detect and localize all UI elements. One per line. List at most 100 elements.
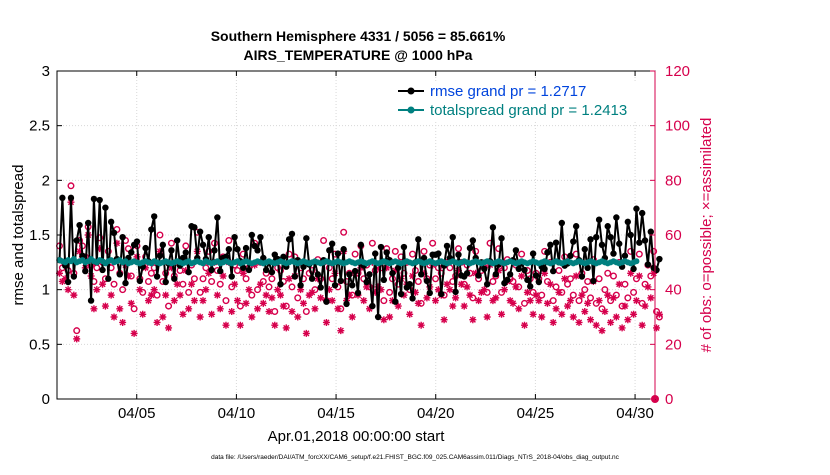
rmse-marker — [481, 265, 488, 273]
obs-possible-marker — [156, 231, 164, 239]
obs-possible-marker — [165, 302, 173, 310]
rmse-marker — [110, 229, 118, 237]
obs-assimilated-marker — [294, 313, 302, 321]
rmse-marker — [156, 252, 164, 259]
obs-assimilated-marker — [434, 286, 442, 294]
obs-possible-marker — [67, 182, 75, 190]
rmse-marker — [76, 221, 83, 229]
rmse-marker — [567, 252, 574, 259]
legend-spread-label: totalspread grand pr = 1.2413 — [430, 102, 627, 119]
obs-assimilated-marker — [365, 305, 373, 313]
obs-assimilated-marker — [167, 264, 175, 272]
obs-possible-marker — [584, 277, 592, 285]
data-layer — [55, 182, 663, 403]
y-right-tick-label: 60 — [665, 227, 682, 244]
data-file-footer: data file: /Users/raeder/DAI/ATM_forcXX/… — [211, 454, 620, 461]
y-left-tick-label: 1.5 — [29, 227, 50, 244]
obs-assimilated-marker — [265, 308, 273, 316]
rmse-marker — [584, 264, 591, 271]
obs-possible-marker — [391, 247, 399, 255]
rmse-marker — [260, 254, 267, 262]
obs-assimilated-marker — [173, 280, 181, 288]
obs-possible-marker — [182, 242, 190, 250]
rmse-marker — [641, 237, 649, 244]
obs-possible-marker — [552, 283, 560, 291]
rmse-marker — [280, 253, 287, 261]
rmse-marker — [400, 243, 408, 251]
obs-possible-marker — [486, 239, 494, 247]
obs-possible-marker — [380, 297, 388, 305]
obs-possible-marker — [130, 305, 138, 313]
obs-assimilated-marker — [76, 247, 84, 255]
obs-assimilated-marker — [185, 305, 193, 313]
obs-assimilated-marker — [311, 305, 319, 313]
rmse-marker — [96, 196, 103, 204]
rmse-marker — [171, 275, 178, 282]
rmse-marker — [151, 213, 158, 220]
rmse-marker — [242, 244, 250, 252]
obs-assimilated-marker — [377, 286, 385, 294]
rmse-marker — [463, 270, 471, 277]
obs-possible-marker — [311, 286, 319, 294]
obs-possible-marker — [144, 277, 152, 285]
rmse-marker — [570, 238, 577, 245]
rmse-marker — [79, 252, 86, 259]
obs-assimilated-marker — [188, 280, 196, 288]
obs-assimilated-marker — [239, 269, 247, 277]
rmse-marker — [231, 233, 238, 241]
y-axis-left-label: rmse and totalspread — [10, 165, 27, 306]
obs-possible-marker — [271, 308, 279, 316]
obs-assimilated-marker — [641, 302, 649, 310]
rmse-marker — [498, 235, 505, 242]
obs-possible-marker — [147, 269, 155, 277]
obs-assimilated-marker — [233, 297, 241, 305]
rmse-marker — [621, 252, 629, 259]
obs-possible-marker — [386, 288, 394, 296]
rmse-marker — [228, 273, 235, 280]
legend-spread-marker — [407, 106, 415, 114]
obs-assimilated-marker — [515, 305, 523, 313]
obs-assimilated-marker — [288, 308, 296, 316]
obs-assimilated-marker — [469, 316, 477, 324]
rmse-marker — [521, 266, 528, 274]
rmse-marker — [179, 254, 187, 262]
obs-possible-marker — [414, 277, 422, 285]
rmse-marker — [443, 242, 451, 250]
obs-assimilated-marker — [632, 297, 640, 305]
obs-assimilated-marker — [518, 272, 526, 280]
obs-assimilated-marker — [90, 305, 98, 313]
obs-possible-marker — [587, 294, 595, 302]
obs-assimilated-marker — [360, 297, 368, 305]
obs-assimilated-marker — [627, 269, 635, 277]
obs-assimilated-marker — [543, 299, 551, 307]
rmse-marker — [349, 282, 356, 289]
obs-possible-marker — [233, 267, 241, 275]
rmse-marker — [314, 271, 322, 278]
rmse-marker — [82, 267, 89, 275]
rmse-marker — [222, 253, 230, 261]
obs-assimilated-marker — [460, 302, 468, 310]
obs-assimilated-marker — [308, 288, 316, 296]
obs-assimilated-marker — [650, 269, 658, 277]
obs-assimilated-marker — [477, 288, 485, 296]
obs-assimilated-marker — [538, 313, 546, 321]
obs-assimilated-marker — [607, 318, 615, 326]
rmse-marker — [598, 241, 606, 249]
rmse-marker — [587, 236, 594, 243]
totalspread-marker — [633, 258, 640, 265]
rmse-marker — [527, 283, 534, 290]
obs-assimilated-marker — [440, 316, 448, 324]
obs-assimilated-marker — [638, 321, 646, 329]
obs-assimilated-marker — [119, 318, 127, 326]
obs-assimilated-marker — [61, 275, 69, 283]
rmse-marker — [225, 246, 233, 253]
rmse-marker — [417, 271, 425, 278]
x-tick-label: 04/10 — [218, 405, 256, 422]
obs-assimilated-marker — [64, 286, 72, 294]
x-axis-label: Apr.01,2018 00:00:00 start — [268, 428, 446, 445]
obs-assimilated-marker — [569, 313, 577, 321]
obs-assimilated-marker — [371, 288, 379, 296]
obs-assimilated-marker — [322, 318, 330, 326]
rmse-marker — [423, 277, 431, 285]
